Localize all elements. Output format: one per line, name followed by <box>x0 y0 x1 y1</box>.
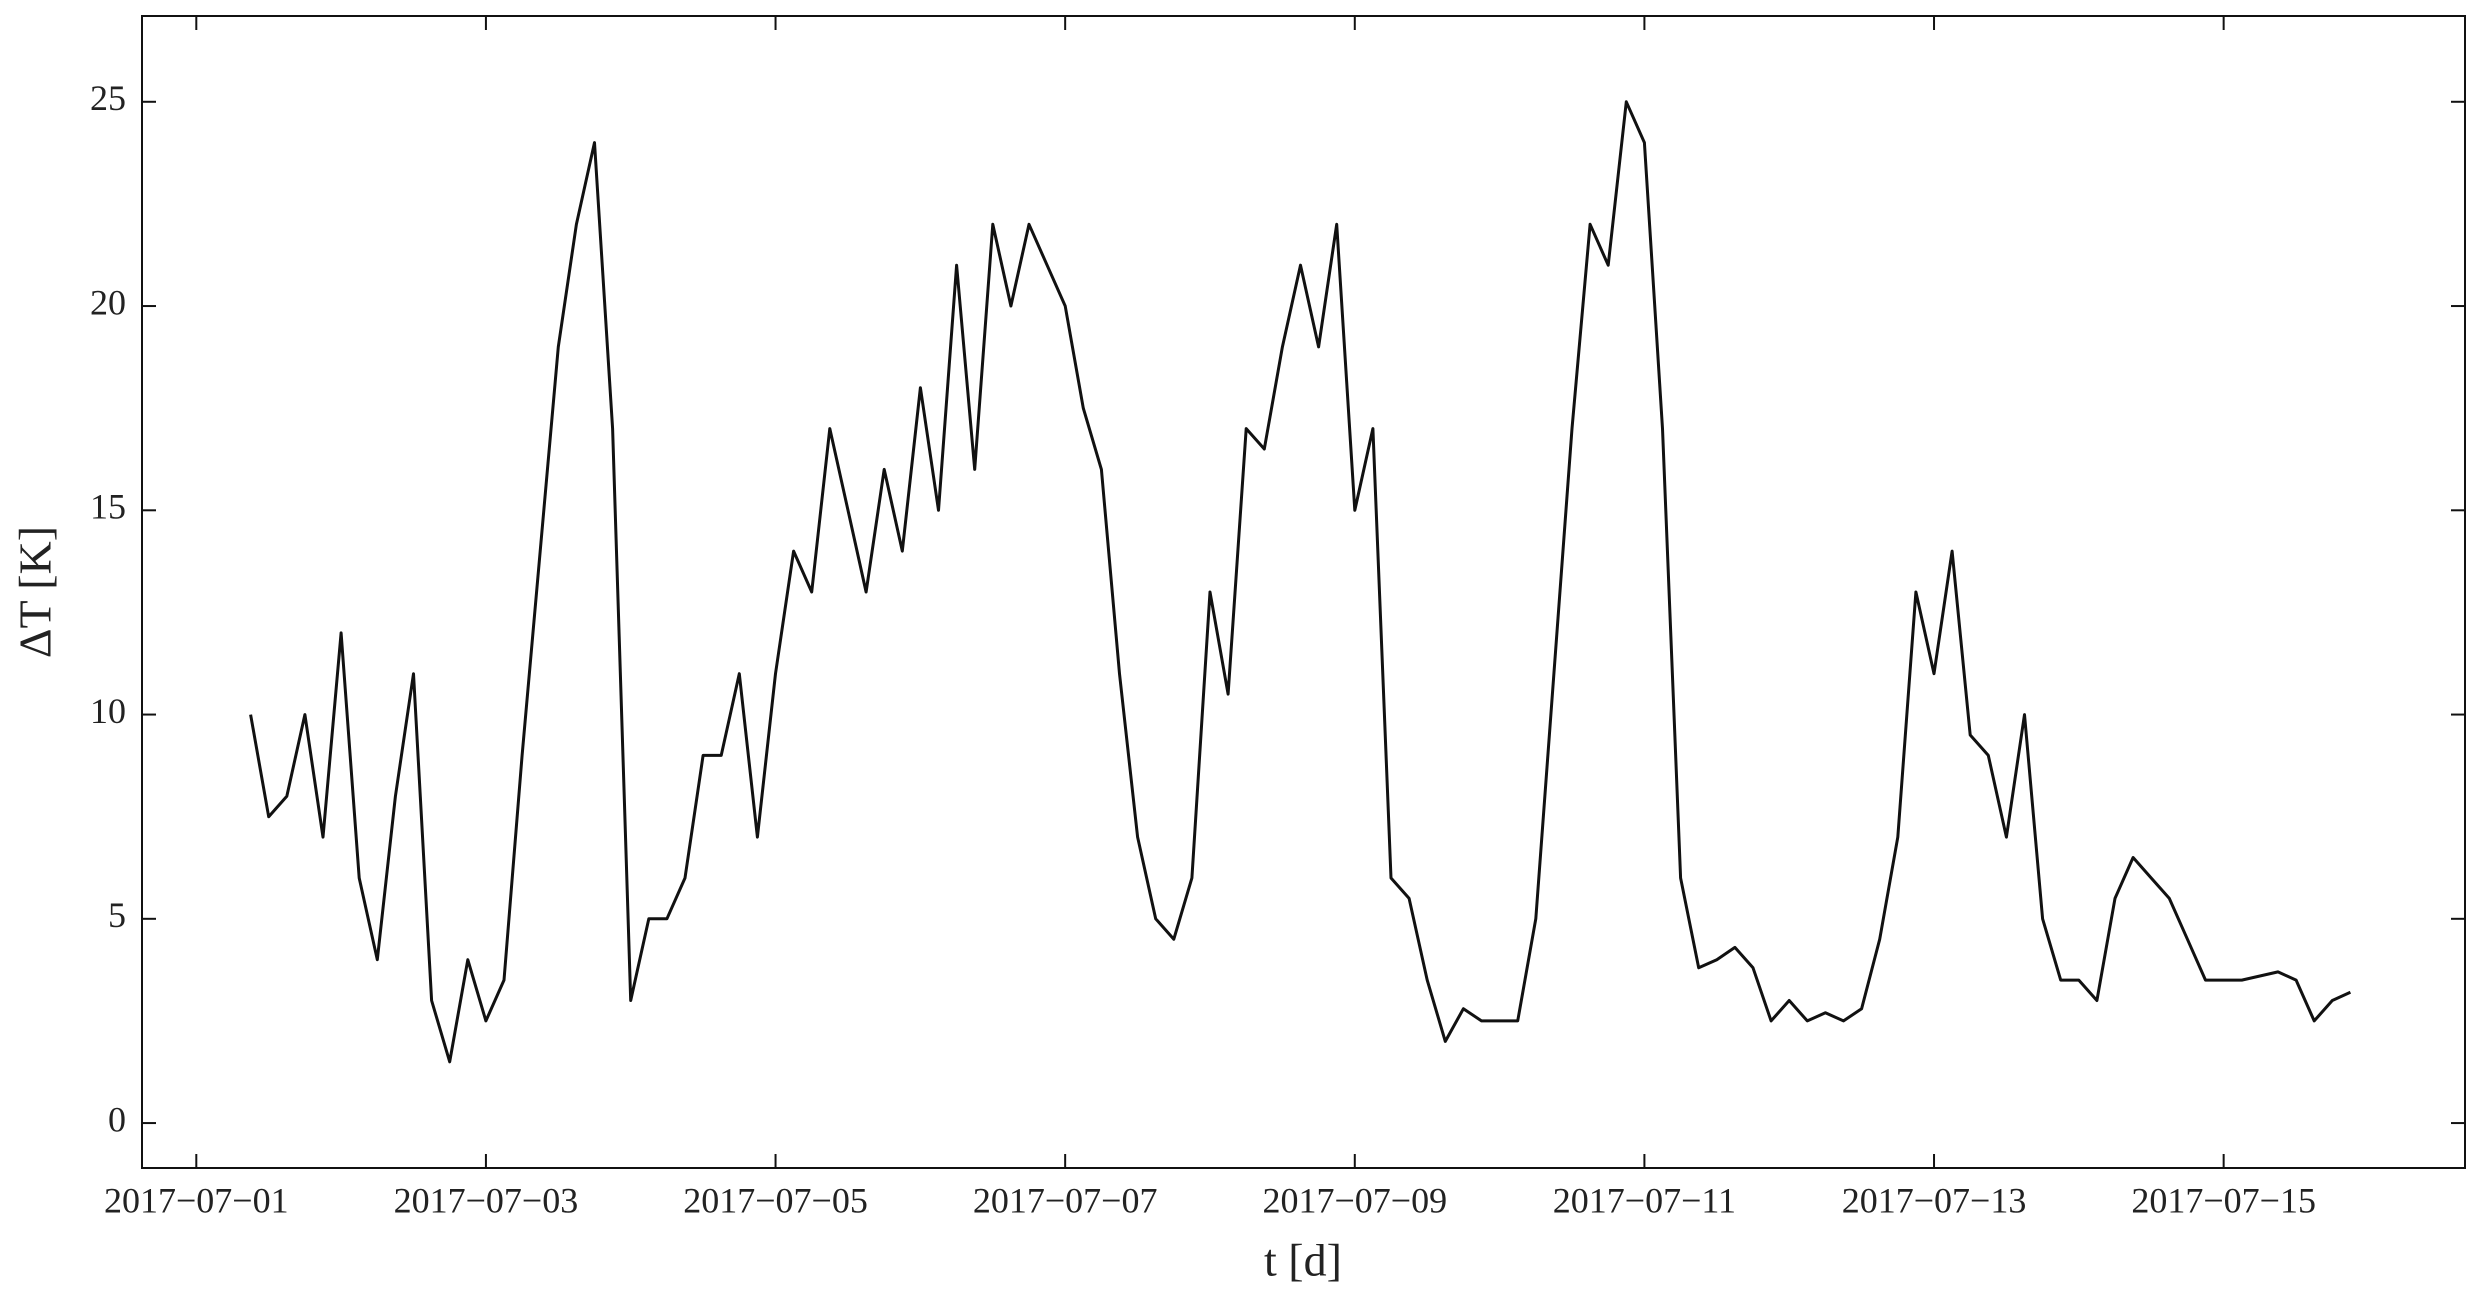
y-tick-label: 0 <box>108 1099 126 1139</box>
x-axis-label: t [d] <box>1264 1235 1342 1286</box>
y-tick-label: 5 <box>108 895 126 935</box>
y-tick-label: 10 <box>90 691 126 731</box>
x-tick-label: 2017−07−15 <box>2131 1180 2316 1220</box>
y-tick-label: 20 <box>90 282 126 322</box>
data-line <box>249 100 2352 1064</box>
y-tick-label: 15 <box>90 487 126 527</box>
x-tick-label: 2017−07−11 <box>1553 1180 1736 1220</box>
x-tick-label: 2017−07−05 <box>683 1180 868 1220</box>
x-tick-label: 2017−07−13 <box>1842 1180 2027 1220</box>
x-tick-label: 2017−07−09 <box>1262 1180 1447 1220</box>
y-tick-label: 25 <box>90 78 126 118</box>
x-tick-label: 2017−07−07 <box>973 1180 1158 1220</box>
x-tick-label: 2017−07−03 <box>394 1180 579 1220</box>
x-tick-label: 2017−07−01 <box>104 1180 289 1220</box>
y-axis-label: ΔT [K] <box>10 526 61 658</box>
plot-frame <box>141 15 2466 1169</box>
